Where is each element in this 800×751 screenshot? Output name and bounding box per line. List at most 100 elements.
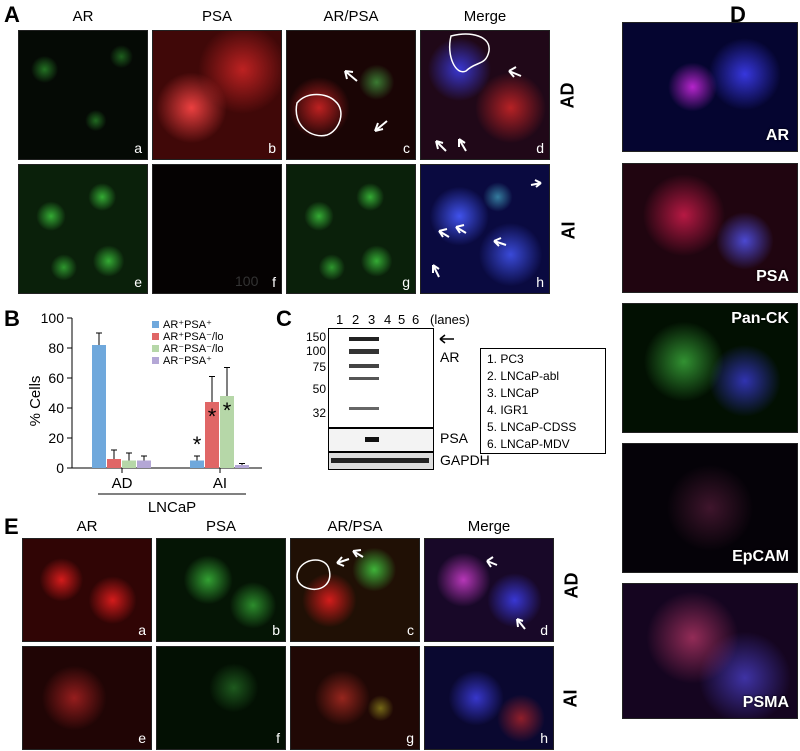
panel-a-row-ad: AD [557,82,578,109]
micrograph-e-psa-ai: f [156,646,286,750]
x-tick-label: AD [112,475,133,492]
micrograph-a-psa-ad: b [152,30,282,160]
micrograph-d-psa: PSA [622,163,798,293]
y-tick-label: 80 [48,340,64,356]
sublabel-b: b [268,140,276,156]
legend-swatch [152,333,159,340]
sublabel-c: c [407,622,414,638]
y-tick-label: 0 [56,460,64,476]
lane-key-3: 3. LNCaP [487,386,540,400]
bar [122,460,136,468]
lane-key-5: 5. LNCaP-CDSS [487,420,577,434]
sublabel-f: f [276,730,280,746]
micrograph-d-psma: PSMA [622,583,798,719]
lanes-word: (lanes) [430,312,470,327]
panel-d-label-epcam: EpCAM [732,548,789,565]
mw-150: 150 [305,330,326,344]
panel-d-label-psa: PSA [756,268,789,285]
lane-key-6: 6. LNCaP-MDV [487,437,570,451]
micrograph-e-merge-ai: h [424,646,554,750]
bar [205,402,219,468]
panel-e-column-ar-psa: AR/PSA [327,518,383,535]
lane-number-1: 1 [336,312,344,327]
y-tick-label: 40 [48,400,64,416]
arrows-overlay [432,179,542,278]
micrograph-d-pan-ck: Pan-CK [622,303,798,433]
micrograph-e-ar-ad: a [22,538,152,642]
mw-50: 50 [312,382,326,396]
x-tick-label: AI [213,475,227,492]
panel-a-column-ar-psa: AR/PSA [323,8,379,25]
panel-letter-a: A [4,2,20,27]
sublabel-g: g [402,274,410,290]
bar [92,345,106,468]
band-label-gapdh: GAPDH [440,452,490,468]
outline-arrows-overlay [296,549,364,591]
mw-100: 100 [305,344,326,358]
panel-d-label-ar: AR [765,127,789,144]
legend-swatch [152,357,159,364]
sublabel-d: d [540,622,548,638]
band-label-psa: PSA [440,430,469,446]
micrograph-a-merge-ad: d [420,30,550,160]
sublabel-h: h [540,730,548,746]
micrograph-a-ar-ai: e [18,164,148,294]
micrograph-a-merge-ai: h [420,164,550,294]
lane-number-2: 2 [352,312,360,327]
sublabel-h: h [536,274,544,290]
panel-letter-c: C [276,306,292,331]
outline-arrows-overlay [435,33,522,152]
sublabel-e: e [134,274,142,290]
lane-number-5: 5 [398,312,406,327]
lane-number-6: 6 [412,312,420,327]
micrograph-a-ar-ad: a [18,30,148,160]
micrograph-e-arpsa-ai: g [290,646,420,750]
bar [190,460,204,468]
panel-e-row-ad: AD [561,572,582,599]
y-axis-label: % Cells [27,376,44,427]
lane-key-1: 1. PC3 [487,352,524,366]
micrograph-e-arpsa-ad: c [290,538,420,642]
panel-letter-d: D [730,2,746,27]
sublabel-g: g [406,730,414,746]
lane-number-4: 4 [384,312,392,327]
sublabel-b: b [272,622,280,638]
panel-a-row-ai: AI [558,221,579,240]
legend-swatch [152,321,159,328]
x-axis-label: LNCaP [148,499,196,516]
panel-a-column-ar: AR [72,8,94,25]
panel-e-column-psa: PSA [205,518,236,535]
legend-swatch [152,345,159,352]
panel-a-column-merge: Merge [463,8,507,25]
panel-e-row-ai: AI [560,689,581,708]
significance-asterisk: * [223,398,232,423]
western-blot-gapdh [328,452,434,470]
panel-d-label-psma: PSMA [742,694,789,711]
panel-letter-e: E [4,514,19,539]
sublabel-e: e [138,730,146,746]
legend-entry: AR⁻PSA⁻/lo [163,343,224,355]
band-label-ar: AR [440,349,460,365]
micrograph-e-merge-ad: d [424,538,554,642]
micrograph-a-arpsa-ai: g [286,164,416,294]
arrows-overlay [486,556,526,630]
bar [137,460,151,468]
micrograph-e-psa-ad: b [156,538,286,642]
lane-key-2: 2. LNCaP-abl [487,369,560,383]
panel-a-column-psa: PSA [201,8,232,25]
significance-asterisk: * [193,432,202,457]
western-blot-psa [328,428,434,452]
faint-scale-text: 100 [235,273,259,289]
significance-asterisk: * [208,404,217,429]
arrow-icon [439,334,454,344]
micrograph-a-psa-ai: 100 f [152,164,282,294]
micrograph-d-epcam: EpCAM [622,443,798,573]
panel-e-column-ar: AR [76,518,98,535]
legend-entry: AR⁺PSA⁻/lo [163,331,224,343]
western-blot-ar [328,328,434,428]
mw-32: 32 [312,406,326,420]
legend-entry: AR⁺PSA⁺ [163,319,212,331]
lane-key-box: 1. PC3 2. LNCaP-abl 3. LNCaP 4. IGR1 5. … [480,348,606,454]
sublabel-a: a [138,622,146,638]
